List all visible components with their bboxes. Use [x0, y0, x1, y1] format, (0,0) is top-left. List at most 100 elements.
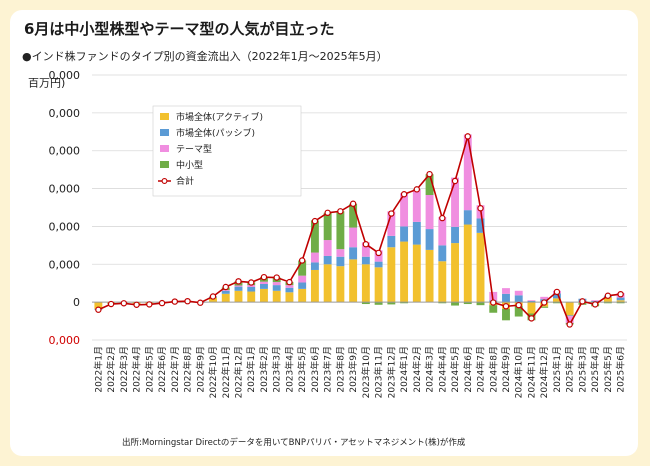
x-tick-label: 2024年1月 — [398, 346, 410, 393]
legend-label: 合計 — [176, 175, 194, 187]
bar-segment — [451, 243, 459, 303]
total-point — [260, 273, 268, 281]
x-tick-label: 2024年5月 — [449, 346, 461, 393]
x-tick-label: 2024年8月 — [487, 346, 499, 393]
bar-segment — [310, 220, 319, 253]
legend-label: 市場全体(パッシブ) — [176, 127, 255, 139]
total-point — [490, 299, 497, 306]
x-tick-label: 2024年2月 — [411, 346, 423, 393]
total-point — [502, 303, 510, 310]
bar-segment — [552, 293, 561, 299]
bar-segment — [451, 177, 459, 227]
legend-marker — [161, 178, 168, 184]
total-point — [235, 278, 242, 285]
bar-segment — [514, 295, 523, 303]
total-point — [477, 205, 484, 212]
bar-segment — [361, 264, 370, 303]
total-point — [617, 290, 624, 298]
bar-segment — [412, 189, 421, 222]
total-point — [464, 133, 471, 140]
bar-segment — [527, 302, 536, 314]
legend-swatch — [160, 113, 169, 120]
bar-segment — [463, 210, 472, 225]
bar-segment — [272, 282, 281, 286]
x-tick-label: 2023年9月 — [347, 346, 359, 393]
bar-segment — [502, 308, 510, 321]
bar-segment — [565, 316, 574, 323]
legend-label: テーマ型 — [176, 144, 212, 155]
bar-segment — [298, 260, 307, 276]
bar-segment — [336, 266, 345, 303]
bar-segment — [221, 293, 230, 303]
bar-segment — [336, 256, 345, 267]
total-point — [146, 301, 153, 308]
x-tick-label: 2023年8月 — [334, 346, 346, 393]
bar-segment — [514, 290, 523, 296]
bar-segment — [400, 241, 409, 303]
total-point — [184, 297, 191, 305]
total-point — [158, 299, 166, 307]
x-tick-label: 2022年6月 — [156, 346, 168, 393]
bar-segment — [476, 302, 485, 306]
bar-segment — [552, 302, 561, 304]
x-tick-label: 2023年1月 — [245, 346, 257, 393]
bar-segment — [451, 302, 459, 306]
y-tick-label: 0,000 — [49, 183, 81, 196]
total-line — [95, 133, 624, 328]
bar-segment — [565, 315, 574, 317]
page-title: 6月は中小型株型やテーマ型の人気が目立った — [24, 20, 335, 38]
bar-segment — [221, 290, 230, 294]
legend-label: 中小型 — [176, 159, 203, 171]
total-point — [209, 293, 217, 300]
bar-segment — [272, 285, 281, 291]
bar-segment — [438, 245, 447, 262]
total-point — [413, 186, 421, 193]
bar-segment — [361, 256, 370, 265]
bar-segment — [565, 302, 574, 316]
bar-segment — [527, 300, 536, 302]
total-point — [604, 292, 612, 299]
bar-segment — [489, 291, 498, 301]
x-tick-label: 2022年10月 — [207, 346, 219, 398]
bar-segment — [412, 221, 421, 245]
bar-segment — [349, 203, 358, 228]
x-tick-label: 2023年5月 — [296, 346, 308, 393]
y-tick-label: 0,000 — [49, 145, 81, 158]
x-tick-label: 2025年1月 — [551, 346, 563, 393]
total-point — [324, 209, 331, 216]
bar-segment — [425, 195, 434, 230]
total-point — [311, 217, 319, 225]
bar-segment — [451, 226, 459, 244]
bar-segment — [247, 287, 256, 292]
bar-segment — [349, 259, 358, 303]
bar-segment — [260, 281, 268, 284]
bar-segment — [502, 288, 510, 294]
bar-segment — [374, 267, 383, 303]
bar-segment — [285, 285, 294, 288]
bar-segment — [361, 302, 370, 305]
bar-segment — [94, 302, 103, 309]
total-point — [426, 170, 433, 178]
y-unit-label: 百万円) — [28, 77, 65, 90]
bar-segment — [514, 305, 523, 317]
total-point — [400, 191, 408, 198]
x-tick-label: 2023年3月 — [271, 346, 283, 393]
bar-segment — [374, 302, 383, 305]
total-point — [579, 298, 586, 305]
bar-segment — [323, 264, 332, 303]
bar-segment — [387, 247, 396, 303]
bar-segment — [425, 249, 434, 303]
total-point — [439, 214, 446, 222]
x-tick-label: 2022年7月 — [169, 346, 181, 393]
bar-segment — [323, 255, 332, 265]
y-tick-label: 0,000 — [49, 220, 81, 233]
bar-segment — [285, 292, 294, 303]
bar-segment — [616, 302, 625, 304]
x-tick-label: 2022年12月 — [232, 346, 244, 398]
bar-segment — [310, 262, 319, 270]
source-note: 出所:Morningstar Directのデータを用いてBNPパリバ・アセット… — [122, 438, 466, 448]
bar-segment — [234, 286, 243, 291]
x-tick-label: 2024年11月 — [525, 346, 537, 398]
